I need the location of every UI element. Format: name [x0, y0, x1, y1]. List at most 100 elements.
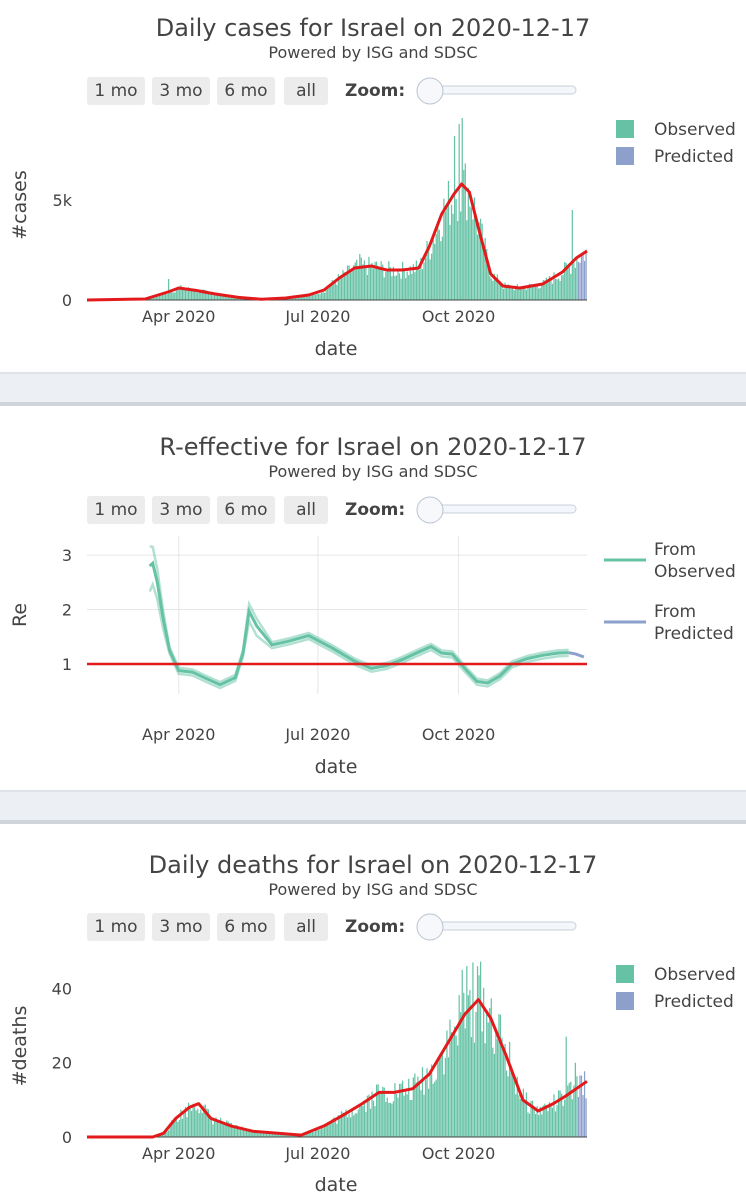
zoom-slider-handle[interactable]	[417, 78, 443, 104]
range-button-label[interactable]: 3 mo	[159, 81, 202, 101]
observed-bar	[365, 1112, 366, 1137]
observed-bar	[397, 1098, 398, 1137]
range-button-label[interactable]: 6 mo	[224, 917, 267, 937]
range-button-label[interactable]: 3 mo	[159, 500, 202, 520]
observed-bar	[405, 278, 406, 300]
range-button-6mo[interactable]: 6 mo	[217, 77, 275, 105]
range-button-6mo[interactable]: 6 mo	[217, 496, 275, 524]
observed-bar	[451, 1032, 452, 1137]
observed-bar	[373, 1101, 374, 1137]
observed-bar	[428, 1089, 429, 1137]
zoom-slider-track[interactable]	[430, 505, 576, 513]
observed-bar	[176, 290, 177, 300]
observed-bar	[511, 1066, 512, 1137]
observed-bar	[183, 1112, 184, 1137]
observed-bar	[553, 1094, 554, 1137]
range-button-label[interactable]: all	[296, 81, 316, 101]
observed-bar	[547, 282, 548, 300]
observed-bar	[558, 279, 559, 300]
legend-predicted-label[interactable]: Predicted	[654, 992, 734, 1012]
observed-bar	[333, 283, 334, 300]
observed-bar	[552, 284, 553, 300]
observed-bar	[575, 268, 576, 300]
observed-bar	[167, 294, 168, 300]
observed-bar	[212, 1124, 213, 1137]
y-axis-label: #deaths	[9, 1006, 31, 1087]
observed-bar	[573, 1085, 574, 1137]
range-button-3mo[interactable]: 3 mo	[152, 77, 210, 105]
observed-bar	[529, 1114, 530, 1137]
zoom-slider-handle[interactable]	[417, 497, 443, 523]
observed-bar	[404, 270, 405, 300]
zoom-label: Zoom:	[345, 500, 405, 520]
observed-bar	[347, 1117, 348, 1137]
observed-bar	[446, 204, 447, 300]
legend-predicted-label[interactable]: Predicted	[654, 624, 734, 644]
observed-bar	[521, 1098, 522, 1137]
observed-bar	[452, 1035, 453, 1137]
range-button-label[interactable]: 1 mo	[94, 917, 137, 937]
legend-predicted-label[interactable]: From	[654, 602, 696, 622]
observed-bar	[407, 1094, 408, 1137]
observed-bar	[527, 288, 528, 300]
zoom-slider-track[interactable]	[430, 86, 576, 94]
observed-bar	[466, 220, 467, 300]
legend-observed-label[interactable]: From	[654, 540, 696, 560]
observed-bar	[533, 285, 534, 300]
observed-bar	[196, 1110, 197, 1137]
observed-bar	[440, 241, 441, 300]
range-button-label[interactable]: 1 mo	[94, 81, 137, 101]
legend-predicted-label[interactable]: Predicted	[654, 147, 734, 167]
observed-bar	[425, 258, 426, 300]
observed-bar	[336, 285, 337, 300]
range-button-1mo[interactable]: 1 mo	[87, 913, 145, 941]
observed-bar	[442, 1052, 443, 1137]
observed-bar	[319, 1129, 320, 1137]
observed-bar	[194, 1107, 195, 1137]
zoom-slider-track[interactable]	[430, 922, 576, 930]
range-button-1mo[interactable]: 1 mo	[87, 77, 145, 105]
observed-bar	[472, 219, 473, 300]
observed-bar	[335, 282, 336, 300]
range-button-label[interactable]: all	[296, 917, 316, 937]
range-button-label[interactable]: all	[296, 500, 316, 520]
observed-bar	[361, 1104, 362, 1137]
observed-bar	[454, 1027, 455, 1137]
zoom-slider-handle[interactable]	[417, 914, 443, 940]
x-tick-label: Jul 2020	[284, 725, 350, 744]
cases-chart: Daily cases for Israel on 2020-12-17Powe…	[0, 0, 746, 372]
range-button-label[interactable]: 6 mo	[224, 81, 267, 101]
range-button-label[interactable]: 1 mo	[94, 500, 137, 520]
range-button-all[interactable]: all	[284, 496, 328, 524]
observed-bar	[339, 1117, 340, 1137]
range-button-all[interactable]: all	[284, 913, 328, 941]
range-button-1mo[interactable]: 1 mo	[87, 496, 145, 524]
observed-bar	[356, 1113, 357, 1137]
observed-bar	[370, 1109, 371, 1137]
legend-observed-label[interactable]: Observed	[654, 562, 736, 582]
observed-bar	[234, 1128, 235, 1137]
range-button-label[interactable]: 3 mo	[159, 917, 202, 937]
legend-observed-swatch	[616, 965, 634, 983]
observed-bar	[442, 237, 443, 300]
chart-title: Daily cases for Israel on 2020-12-17	[156, 14, 591, 42]
observed-bar	[371, 263, 372, 300]
range-button-all[interactable]: all	[284, 77, 328, 105]
observed-bar	[408, 1079, 409, 1137]
range-button-6mo[interactable]: 6 mo	[217, 913, 275, 941]
range-button-label[interactable]: 6 mo	[224, 500, 267, 520]
range-button-3mo[interactable]: 3 mo	[152, 913, 210, 941]
observed-bar	[443, 1074, 444, 1137]
legend-observed-label[interactable]: Observed	[654, 965, 736, 985]
range-button-3mo[interactable]: 3 mo	[152, 496, 210, 524]
observed-bar	[434, 244, 435, 300]
observed-bar	[488, 1022, 489, 1137]
observed-bar	[436, 1079, 437, 1137]
observed-bar	[492, 281, 493, 300]
observed-bar	[345, 275, 346, 300]
observed-bar	[514, 1080, 515, 1137]
legend-observed-label[interactable]: Observed	[654, 120, 736, 140]
observed-bar	[218, 1123, 219, 1137]
observed-bar	[416, 1082, 417, 1137]
